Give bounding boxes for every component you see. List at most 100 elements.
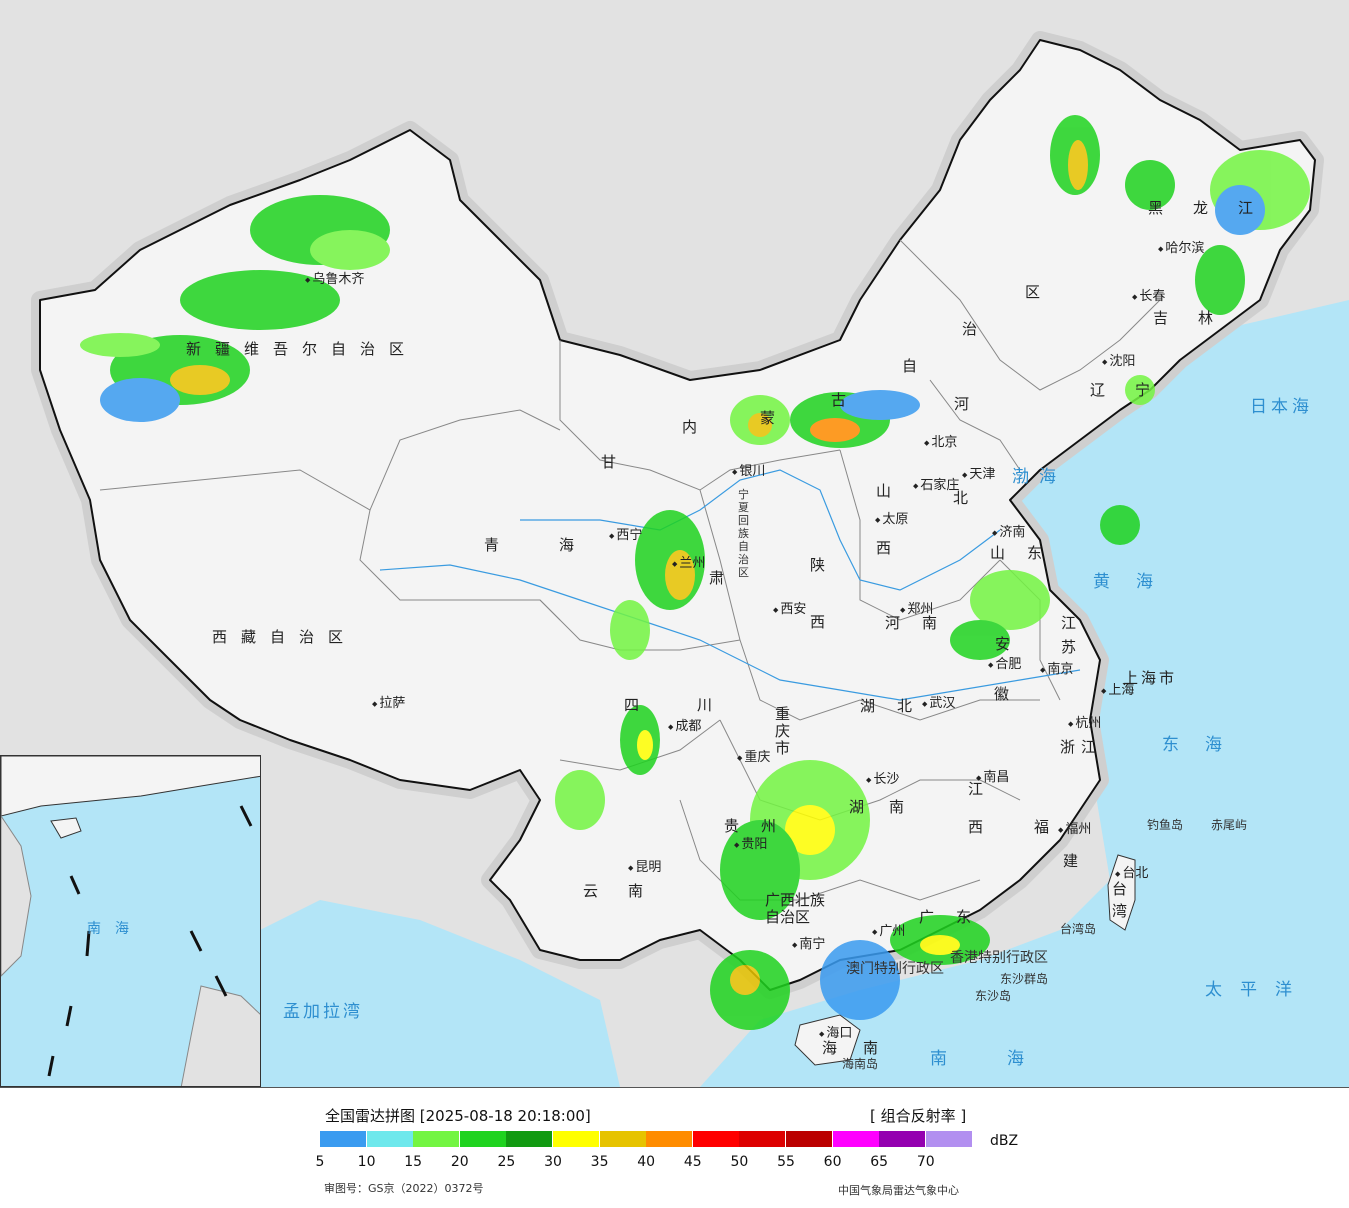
province-shanxi-2: 西 (876, 539, 892, 557)
legend-swatch (925, 1131, 972, 1147)
city-label: 昆明 (628, 856, 661, 875)
province-gansu: 甘 (601, 453, 617, 471)
province-neimenggu-4: 自 (902, 357, 918, 375)
province-taiwan: 台湾 (1112, 880, 1128, 920)
inset-canvas (1, 756, 260, 1086)
echo-blob (1100, 505, 1140, 545)
echo-blob (180, 270, 340, 330)
echo-blob (970, 570, 1050, 630)
province-xizang: 西藏自治区 (212, 628, 358, 646)
province-fujian-1: 福 (1034, 818, 1050, 836)
province-hainan: 海南 (822, 1039, 905, 1057)
legend-tick: 55 (777, 1154, 795, 1170)
province-neimenggu-2: 蒙 (760, 409, 776, 427)
city-label: 福州 (1058, 818, 1091, 837)
echo-blob (1195, 245, 1245, 315)
legend-swatch (413, 1131, 460, 1147)
label-hongkong: 香港特别行政区 (950, 950, 1048, 966)
echo-blob (170, 365, 230, 395)
province-anhui-2: 徽 (994, 685, 1010, 703)
province-sichuan-2: 川 (697, 696, 713, 714)
echo-blob (810, 418, 860, 442)
province-jiangxi-2: 西 (968, 818, 984, 836)
echo-blob (785, 805, 835, 855)
island-dongsha: 东沙群岛 (1000, 972, 1049, 986)
echo-blob (555, 770, 605, 830)
echo-blob (1215, 185, 1265, 235)
sea-taipingyang: 太平洋 (1205, 980, 1310, 1000)
province-neimenggu-5: 治 (962, 320, 978, 338)
province-yunnan: 云南 (583, 882, 674, 900)
island-taiwan: 台湾岛 (1060, 922, 1097, 936)
province-hunan-1: 湖 (849, 798, 865, 816)
sea-nanhai: 南海 (930, 1049, 1084, 1069)
sea-bohai: 渤海 (1012, 467, 1066, 487)
province-guizhou: 贵州 (724, 817, 799, 835)
city-label: 南宁 (792, 933, 825, 952)
sea-bengal (260, 900, 620, 1087)
sea-mengjiala: 孟加拉湾 (283, 1002, 363, 1022)
legend-product: [ 组合反射率 ] (870, 1107, 967, 1125)
inset-sea-nanhai: 南海 (87, 921, 143, 937)
city-label: 兰州 (672, 552, 705, 571)
province-liaoning: 辽宁 (1090, 381, 1181, 399)
city-label: 西安 (773, 598, 806, 617)
province-neimenggu-3: 古 (831, 391, 847, 409)
city-label: 郑州 (900, 598, 933, 617)
city-label: 杭州 (1068, 712, 1101, 731)
province-shaanxi-2: 西 (810, 613, 826, 631)
island-chiwei: 赤尾屿 (1211, 818, 1248, 832)
legend-tick: 5 (315, 1154, 325, 1170)
province-chongqing: 重庆市 (775, 705, 791, 757)
city-label: 南京 (1040, 658, 1073, 677)
legend-swatch (552, 1131, 599, 1147)
city-label: 哈尔滨 (1158, 237, 1204, 256)
legend-tick: 15 (404, 1154, 423, 1170)
legend-swatch (599, 1131, 646, 1147)
legend-tick: 65 (870, 1154, 889, 1170)
province-xinjiang: 新疆维吾尔自治区 (186, 340, 419, 358)
echo-blob (748, 413, 772, 437)
province-fujian-2: 建 (1063, 852, 1079, 870)
sea-east (700, 300, 1349, 1087)
legend-colorbar (320, 1131, 972, 1147)
province-hebei-2: 北 (953, 489, 969, 507)
legend-swatch (692, 1131, 739, 1147)
legend-tick: 40 (637, 1154, 656, 1170)
legend-tick: 70 (916, 1154, 935, 1170)
province-neimenggu-1: 内 (682, 418, 698, 436)
island-hainan: 海南岛 (842, 1057, 879, 1071)
province-guangdong: 广东 (919, 908, 994, 926)
province-zhejiang: 浙江 (1060, 738, 1103, 756)
legend-unit: dBZ (990, 1133, 1019, 1149)
echo-blob (730, 965, 760, 995)
legend-swatch (320, 1131, 366, 1147)
echo-blob (310, 230, 390, 270)
legend-tick: 20 (450, 1154, 469, 1170)
legend-swatch (879, 1131, 926, 1147)
city-label: 银川 (732, 460, 765, 479)
province-guangxi: 广西壮族自治区 (765, 891, 826, 926)
echo-blob (1125, 375, 1155, 405)
island-dongsha-dao: 东沙岛 (975, 989, 1012, 1003)
sea-huanghai: 黄海 (1093, 572, 1179, 592)
city-label: 武汉 (922, 692, 955, 711)
radar-map: 新疆维吾尔自治区 西藏自治区 青海 甘 肃 内 蒙 古 自 治 区 黑龙江 吉林… (0, 0, 1349, 1088)
echo-blob (1068, 140, 1088, 190)
echo-blob (820, 940, 900, 1020)
city-label: 南昌 (976, 766, 1009, 785)
echo-blob (920, 935, 960, 955)
province-shandong: 山东 (990, 544, 1065, 562)
city-label: 长沙 (866, 768, 899, 787)
city-label: 上海 (1101, 679, 1134, 698)
province-gansu-2: 肃 (709, 569, 725, 587)
province-shaanxi-1: 陕 (810, 556, 826, 574)
city-label: 北京 (924, 431, 957, 450)
city-label: 成都 (668, 715, 701, 734)
label-macau: 澳门特别行政区 (846, 961, 944, 977)
province-neimenggu-6: 区 (1025, 283, 1041, 301)
province-hubei: 湖北 (860, 697, 935, 715)
province-heilongjiang: 黑龙江 (1148, 199, 1284, 217)
south-china-sea-inset: 南海 (0, 755, 261, 1087)
province-anhui-1: 安 (995, 635, 1011, 653)
